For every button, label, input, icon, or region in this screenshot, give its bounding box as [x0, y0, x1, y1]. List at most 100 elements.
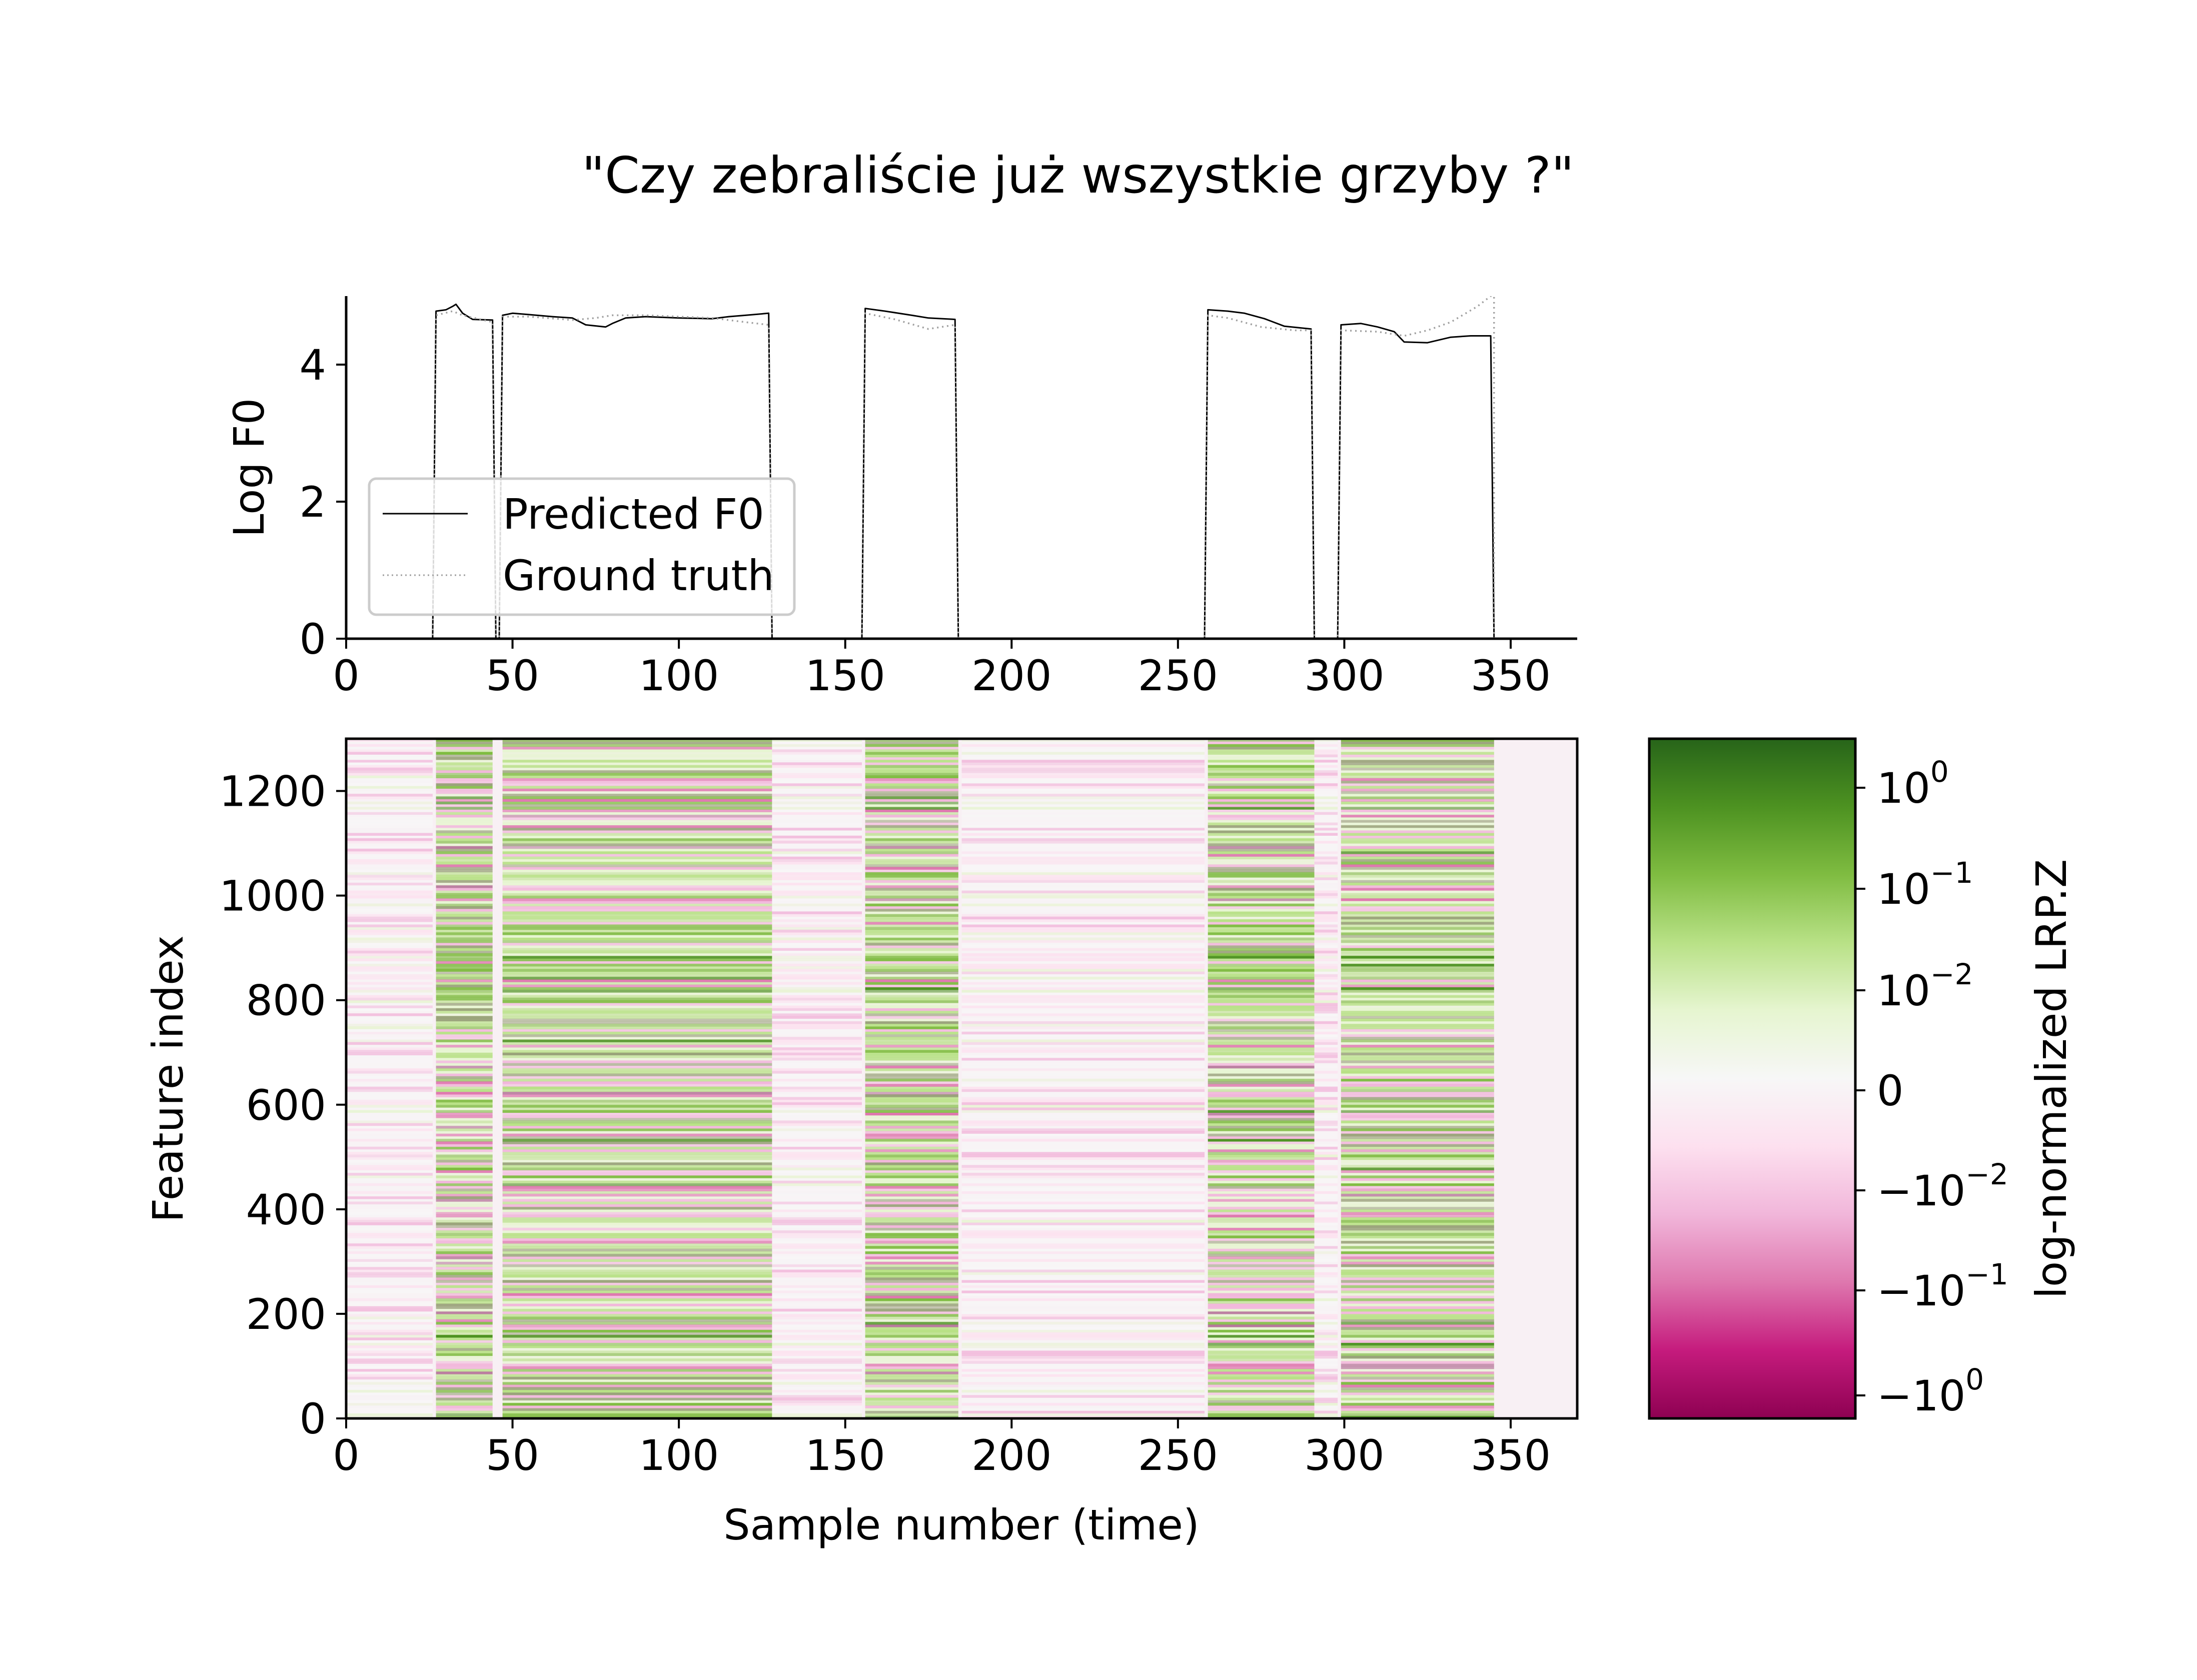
heatmap-cell: [1341, 759, 1494, 763]
heatmap-cell: [346, 859, 433, 862]
heatmap-cell: [1341, 1180, 1494, 1184]
heatmap-cell: [772, 989, 862, 993]
heatmap-cell: [1314, 942, 1338, 946]
heatmap-cell: [772, 979, 862, 982]
heatmap-cell: [502, 1185, 772, 1189]
heatmap-cell: [772, 1261, 862, 1265]
heatmap-ytick-label: 600: [246, 1081, 326, 1130]
heatmap-cell: [772, 924, 862, 927]
heatmap-cell: [1208, 1306, 1315, 1309]
heatmap-cell: [961, 1013, 1205, 1016]
heatmap-cell: [502, 1332, 772, 1335]
heatmap-cell: [961, 982, 1205, 985]
heatmap-cell: [346, 945, 433, 948]
heatmap-cell: [346, 995, 433, 998]
heatmap-cell: [772, 1068, 862, 1071]
heatmap-cell: [1341, 1222, 1494, 1225]
heatmap-cell: [1314, 1068, 1338, 1071]
heatmap-cell: [436, 877, 493, 880]
heatmap-x-ticks: 0 50 100 150 200 250 300 350: [333, 1418, 1551, 1480]
heatmap-cell: [961, 1246, 1205, 1249]
heatmap-cell: [1314, 1361, 1338, 1364]
heatmap-cell: [961, 932, 1205, 935]
heatmap-cell: [1341, 1413, 1494, 1416]
heatmap-cell: [1314, 846, 1338, 849]
heatmap-cell: [961, 950, 1205, 954]
heatmap-cell: [436, 989, 493, 993]
heatmap-cell: [502, 945, 772, 948]
heatmap-cell: [436, 1345, 493, 1348]
heatmap-cell: [865, 1212, 958, 1215]
heatmap-cell: [1341, 1379, 1494, 1382]
heatmap-cell: [1341, 1167, 1494, 1170]
heatmap-cell: [436, 1303, 493, 1306]
heatmap-cell: [772, 1206, 862, 1210]
heatmap-cell: [346, 1204, 433, 1207]
heatmap-cell: [961, 1036, 1205, 1040]
heatmap-cell: [865, 817, 958, 820]
heatmap-cell: [1341, 854, 1494, 857]
heatmap-cell: [346, 1178, 433, 1181]
heatmap-cell: [1341, 877, 1494, 880]
heatmap-cell: [1208, 861, 1315, 865]
heatmap-cell: [865, 916, 958, 920]
top-ytick-label: 0: [300, 615, 326, 664]
heatmap-cell: [1208, 788, 1315, 792]
heatmap-cell: [1341, 969, 1494, 972]
heatmap-cell: [1208, 1191, 1315, 1194]
heatmap-cell: [346, 1342, 433, 1346]
heatmap-cell: [961, 1313, 1205, 1317]
heatmap-cell: [1314, 1366, 1338, 1369]
heatmap-cell: [772, 1402, 862, 1406]
heatmap-cell: [961, 1042, 1205, 1045]
heatmap-cell: [1208, 1395, 1315, 1398]
heatmap-cell: [502, 1340, 772, 1343]
heatmap-cell: [1341, 1073, 1494, 1076]
heatmap-cell: [865, 1280, 958, 1283]
heatmap-cell: [502, 1345, 772, 1348]
heatmap-cell: [961, 987, 1205, 990]
heatmap-cell: [772, 812, 862, 815]
heatmap-cell: [1341, 1366, 1494, 1369]
heatmap-cell: [865, 903, 958, 907]
heatmap-cell: [346, 880, 433, 883]
colorbar-tick-label: −10−2: [1877, 1157, 2008, 1215]
heatmap-cell: [436, 1361, 493, 1364]
heatmap-cell: [772, 1138, 862, 1142]
heatmap-cell: [1341, 953, 1494, 956]
heatmap-cell: [502, 1350, 772, 1353]
heatmap-cell: [1314, 817, 1338, 820]
heatmap-cell: [346, 767, 433, 771]
heatmap-cell: [1314, 1227, 1338, 1231]
heatmap-cell: [1314, 945, 1338, 948]
top-xtick-label: 350: [1471, 651, 1551, 700]
heatmap-cell: [1208, 762, 1315, 765]
heatmap-ytick-label: 0: [300, 1394, 326, 1443]
heatmap-cell: [961, 1240, 1205, 1244]
heatmap-cell: [1341, 778, 1494, 781]
heatmap-cell: [1341, 840, 1494, 844]
heatmap-cell: [502, 1225, 772, 1228]
heatmap-cell: [346, 1018, 433, 1022]
heatmap-cell: [1208, 1086, 1315, 1089]
heatmap-cell: [865, 869, 958, 873]
heatmap-cell: [436, 809, 493, 812]
heatmap-cell: [1341, 1256, 1494, 1259]
heatmap-cell: [772, 796, 862, 799]
heatmap-cell: [1314, 1086, 1338, 1089]
heatmap-cell: [502, 971, 772, 974]
heatmap-cell: [1208, 1031, 1315, 1035]
heatmap-cell: [865, 940, 958, 943]
heatmap-cell: [1208, 1358, 1315, 1361]
heatmap-cell: [436, 966, 493, 969]
heatmap-cell: [1314, 1298, 1338, 1301]
heatmap-cell: [346, 1395, 433, 1398]
heatmap-cell: [502, 1120, 772, 1123]
heatmap-cell: [1208, 859, 1315, 862]
heatmap-cell: [502, 1044, 772, 1048]
heatmap-cell: [502, 791, 772, 794]
heatmap-cell: [1208, 958, 1315, 961]
heatmap-cell: [961, 1350, 1205, 1353]
heatmap-cell: [346, 976, 433, 980]
heatmap-cell: [772, 1408, 862, 1411]
